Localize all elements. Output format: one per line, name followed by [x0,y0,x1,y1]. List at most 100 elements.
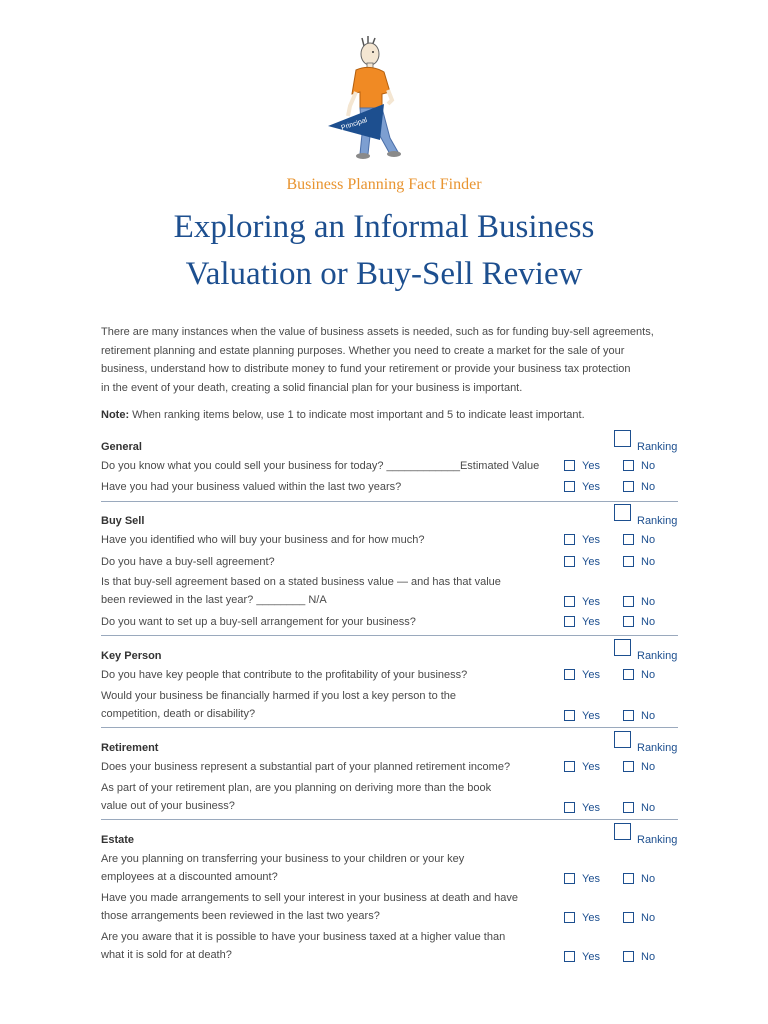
no-option[interactable]: No [623,479,655,497]
no-option[interactable]: No [623,949,655,967]
ranking-box[interactable] [614,504,631,521]
question-row: Do you have key people that contribute t… [101,667,678,685]
yes-checkbox[interactable] [564,709,575,721]
question-text: Does your business represent a substanti… [101,759,678,777]
question-row: Do you want to set up a buy-sell arrange… [101,614,678,632]
question-text: Have you had your business valued within… [101,479,678,497]
yes-label: Yes [582,872,600,885]
no-label: No [641,481,656,493]
yes-checkbox[interactable] [564,595,575,607]
no-label: No [641,669,656,681]
section-divider [101,819,678,820]
section-divider [101,727,678,728]
yes-checkbox[interactable] [564,761,575,772]
no-option[interactable]: No [623,458,655,476]
yes-option[interactable]: Yes [564,458,600,476]
no-option[interactable]: No [623,594,655,612]
question-line: Do you know what you could sell your bus… [101,460,540,472]
no-checkbox[interactable] [623,761,634,772]
yes-option[interactable]: Yes [564,949,600,967]
no-option[interactable]: No [623,800,655,818]
no-checkbox[interactable] [623,911,634,923]
no-label: No [641,534,656,546]
no-option[interactable]: No [623,759,655,777]
no-option[interactable]: No [623,554,655,572]
yes-checkbox[interactable] [564,534,575,545]
question-text: Do you have key people that contribute t… [101,667,678,685]
yes-option[interactable]: Yes [564,708,600,726]
yes-option[interactable]: Yes [564,532,600,550]
no-option[interactable]: No [623,532,655,550]
yes-checkbox[interactable] [564,801,575,813]
yes-label: Yes [582,556,600,568]
ranking-label: Ranking [637,441,678,453]
no-checkbox[interactable] [623,669,634,680]
no-label: No [641,911,656,924]
no-option[interactable]: No [623,910,655,928]
yes-label: Yes [582,761,600,773]
no-checkbox[interactable] [623,460,634,471]
question-text: Is that buy-sell agreement based on a st… [101,574,678,609]
yes-label: Yes [582,669,600,681]
question-text: Have you made arrangements to sell your … [101,890,678,925]
no-label: No [641,556,656,568]
yes-option[interactable]: Yes [564,614,600,632]
yes-option[interactable]: Yes [564,554,600,572]
yes-label: Yes [582,595,600,608]
question-line: Does your business represent a substanti… [101,761,511,773]
section-title: Key Person [101,650,162,662]
question-text: Are you planning on transferring your bu… [101,851,678,886]
ranking-box[interactable] [614,639,631,656]
question-text: Are you aware that it is possible to hav… [101,929,678,964]
question-row: As part of your retirement plan, are you… [101,780,678,815]
no-checkbox[interactable] [623,801,634,813]
no-option[interactable]: No [623,667,655,685]
yes-checkbox[interactable] [564,669,575,680]
question-line: been reviewed in the last year? ________… [101,593,327,606]
no-option[interactable]: No [623,708,655,726]
question-text: Do you have a buy-sell agreement? [101,554,678,572]
yes-checkbox[interactable] [564,911,575,923]
no-option[interactable]: No [623,871,655,889]
yes-label: Yes [582,616,600,628]
ranking-box[interactable] [614,731,631,748]
yes-checkbox[interactable] [564,481,575,492]
yes-label: Yes [582,911,600,924]
no-checkbox[interactable] [623,950,634,962]
yes-checkbox[interactable] [564,872,575,884]
question-line: Have you made arrangements to sell your … [101,892,519,904]
no-checkbox[interactable] [623,481,634,492]
no-checkbox[interactable] [623,556,634,567]
ranking-box[interactable] [614,823,631,840]
yes-checkbox[interactable] [564,950,575,962]
question-line: Is that buy-sell agreement based on a st… [101,576,501,588]
question-line: Do you want to set up a buy-sell arrange… [101,616,416,628]
ranking-label: Ranking [637,834,678,846]
no-label: No [641,872,656,885]
no-checkbox[interactable] [623,534,634,545]
yes-checkbox[interactable] [564,616,575,627]
note-text: When ranking items below, use 1 to indic… [129,409,585,421]
intro-line: in the event of your death, creating a s… [101,381,523,394]
no-checkbox[interactable] [623,709,634,721]
yes-option[interactable]: Yes [564,594,600,612]
yes-checkbox[interactable] [564,556,575,567]
no-checkbox[interactable] [623,872,634,884]
question-line: Do you have a buy-sell agreement? [101,556,275,568]
no-checkbox[interactable] [623,595,634,607]
yes-option[interactable]: Yes [564,479,600,497]
yes-option[interactable]: Yes [564,871,600,889]
yes-checkbox[interactable] [564,460,575,471]
no-checkbox[interactable] [623,616,634,627]
no-option[interactable]: No [623,614,655,632]
yes-option[interactable]: Yes [564,800,600,818]
question-row: Have you made arrangements to sell your … [101,890,678,925]
yes-option[interactable]: Yes [564,667,600,685]
ranking-box[interactable] [614,430,631,447]
question-line: As part of your retirement plan, are you… [101,782,492,794]
question-line: Are you planning on transferring your bu… [101,853,465,865]
yes-option[interactable]: Yes [564,759,600,777]
question-row: Would your business be financially harme… [101,688,678,723]
yes-option[interactable]: Yes [564,910,600,928]
question-line: Have you had your business valued within… [101,481,402,493]
